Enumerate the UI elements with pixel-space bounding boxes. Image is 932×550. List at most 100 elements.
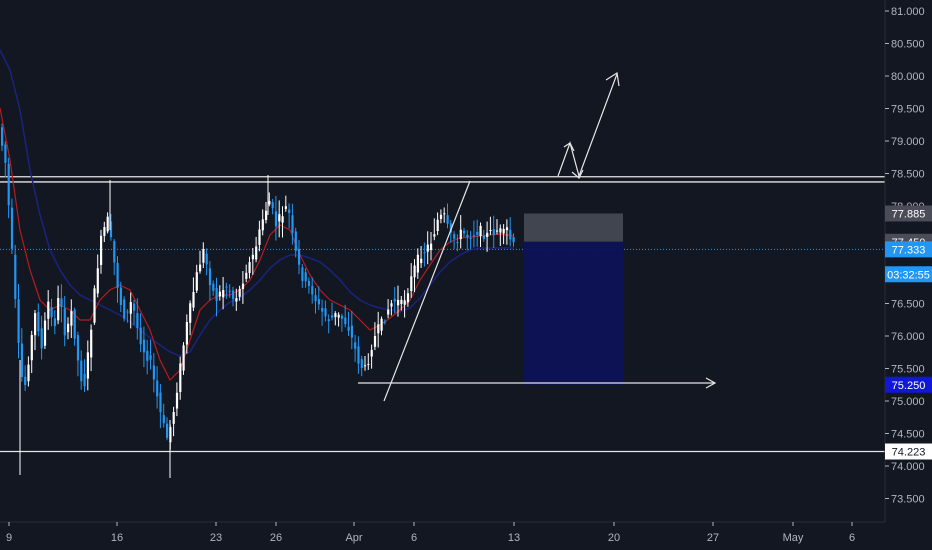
short-position-tool bbox=[524, 213, 623, 385]
candle-body bbox=[215, 288, 218, 301]
candle-body bbox=[436, 219, 439, 232]
price-label-text: 74.223 bbox=[892, 447, 926, 459]
candle-body bbox=[63, 308, 66, 336]
candle-body bbox=[119, 287, 122, 306]
candle-body bbox=[156, 380, 159, 397]
candle-body bbox=[1, 127, 4, 146]
price-label-text: 03:32:55 bbox=[887, 269, 930, 281]
candle-body bbox=[406, 293, 410, 303]
candle-body bbox=[469, 237, 472, 239]
arrow-head-up-icon bbox=[563, 142, 575, 152]
y-tick-label: 73.500 bbox=[891, 494, 925, 506]
candle-body bbox=[459, 229, 462, 240]
candle-body bbox=[492, 229, 495, 235]
y-tick-label: 76.500 bbox=[891, 299, 925, 311]
x-tick-label: 27 bbox=[707, 532, 719, 544]
candle-body bbox=[281, 216, 284, 223]
candle-body bbox=[162, 415, 165, 424]
candle-body bbox=[43, 320, 47, 346]
x-tick-label: 13 bbox=[508, 532, 520, 544]
candle-body bbox=[413, 265, 416, 278]
candle-body bbox=[357, 346, 360, 364]
x-tick-label: 20 bbox=[608, 532, 620, 544]
arrow-head-up-icon bbox=[605, 72, 620, 87]
candle-body bbox=[86, 352, 89, 379]
candle-body bbox=[463, 230, 466, 234]
candle-body bbox=[90, 329, 93, 358]
candle-body bbox=[317, 299, 320, 305]
y-tick-label: 78.500 bbox=[891, 169, 925, 181]
candle-body bbox=[7, 163, 10, 206]
x-tick-label: 6 bbox=[411, 532, 417, 544]
candle-body bbox=[370, 349, 373, 357]
y-tick-label: 80.500 bbox=[891, 39, 925, 51]
candle-body bbox=[304, 272, 307, 282]
slow-moving-average bbox=[0, 49, 514, 357]
candle-body bbox=[502, 228, 505, 234]
candle-body bbox=[265, 210, 268, 221]
support-resistance-lines bbox=[0, 176, 885, 453]
candle-body bbox=[423, 252, 426, 254]
price-label-badge bbox=[885, 266, 932, 283]
candlesticks bbox=[1, 123, 515, 478]
candle-body bbox=[116, 262, 119, 288]
candle-body bbox=[380, 318, 383, 331]
candle-body bbox=[251, 254, 254, 260]
candle-body bbox=[106, 216, 109, 232]
candle-body bbox=[126, 311, 129, 313]
bullish-scenario-arrow[interactable] bbox=[557, 73, 618, 178]
candle-body bbox=[139, 327, 142, 345]
candle-body bbox=[453, 234, 456, 239]
candle-body bbox=[479, 225, 482, 237]
candle-body bbox=[496, 230, 499, 232]
y-tick-label: 81.000 bbox=[891, 6, 925, 18]
candle-body bbox=[76, 335, 80, 361]
candle-body bbox=[288, 209, 291, 214]
candle-body bbox=[109, 221, 113, 238]
candle-body bbox=[205, 253, 208, 265]
candle-body bbox=[96, 268, 99, 294]
candle-body bbox=[301, 267, 304, 281]
candle-body bbox=[129, 302, 132, 314]
candle-body bbox=[439, 214, 443, 219]
candle-body bbox=[225, 286, 228, 288]
candle-body bbox=[50, 307, 53, 318]
candle-body bbox=[70, 310, 73, 326]
candle-body bbox=[261, 219, 264, 231]
price-label-badge bbox=[885, 241, 932, 258]
candle-body bbox=[175, 392, 179, 409]
candle-body bbox=[430, 243, 433, 251]
candle-body bbox=[136, 313, 139, 328]
candle-body bbox=[476, 231, 479, 235]
candle-body bbox=[179, 363, 182, 392]
price-label-badge bbox=[885, 443, 932, 460]
price-label-text: 75.250 bbox=[892, 380, 926, 392]
candle-body bbox=[202, 249, 205, 263]
candle-body bbox=[189, 303, 192, 323]
candle-body bbox=[347, 326, 350, 331]
take-profit-zone[interactable] bbox=[524, 241, 623, 385]
x-tick-label: 26 bbox=[270, 532, 282, 544]
candle-body bbox=[294, 231, 297, 251]
candle-body bbox=[443, 213, 446, 215]
candle-body bbox=[509, 229, 512, 240]
candle-body bbox=[232, 290, 235, 299]
candle-body bbox=[367, 363, 370, 365]
candle-body bbox=[377, 324, 380, 334]
candle-body bbox=[344, 317, 347, 325]
candle-body bbox=[255, 246, 258, 260]
candle-body bbox=[195, 272, 198, 291]
trend-drawings bbox=[358, 72, 717, 402]
stop-loss-zone[interactable] bbox=[524, 213, 623, 242]
x-tick-label: 9 bbox=[6, 532, 12, 544]
candle-body bbox=[47, 301, 50, 319]
candle-body bbox=[192, 292, 195, 308]
candle-body bbox=[185, 322, 188, 345]
candle-body bbox=[340, 315, 344, 319]
x-axis-ticks: 9 16 23 26 Apr 6 13 20 27 May 6 bbox=[6, 522, 855, 544]
candle-body bbox=[27, 364, 30, 382]
candle-body bbox=[311, 285, 314, 295]
candle-body bbox=[456, 242, 459, 244]
trendline[interactable] bbox=[383, 180, 471, 402]
